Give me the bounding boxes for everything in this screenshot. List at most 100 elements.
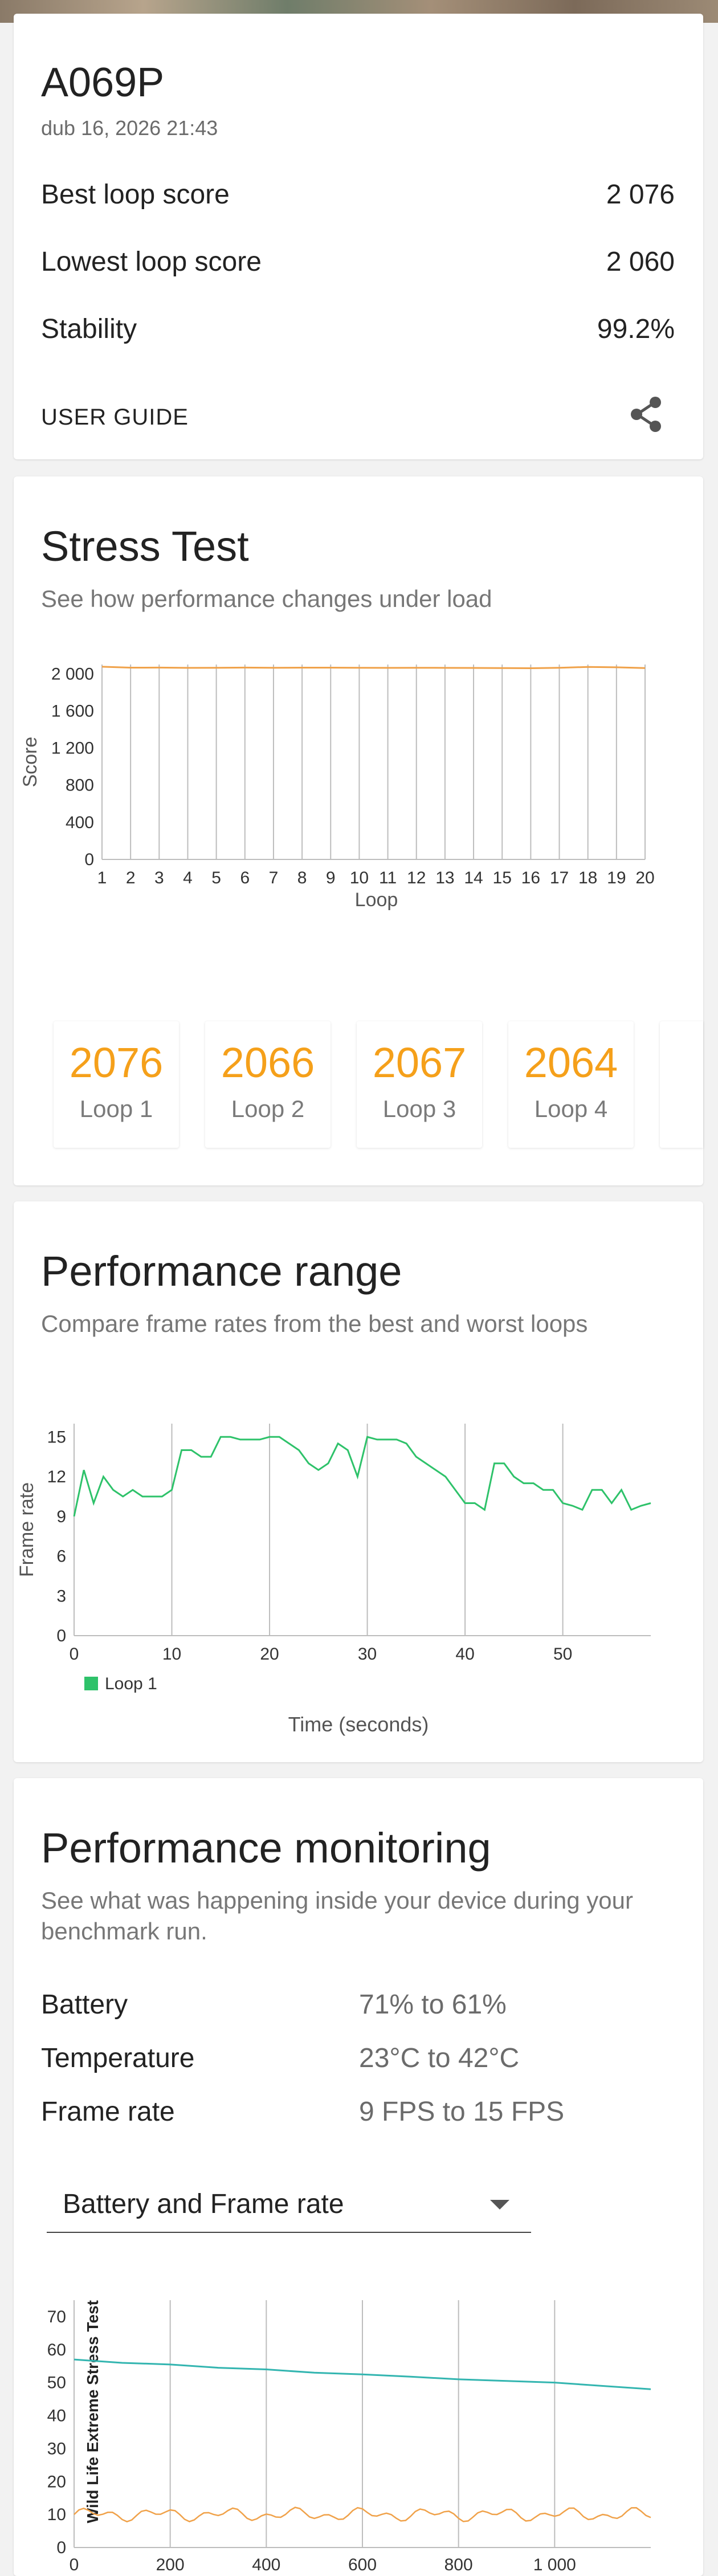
x-axis-label: Time (seconds) xyxy=(288,1713,429,1736)
x-tick-label: 1 xyxy=(97,869,107,887)
score-series-line xyxy=(101,666,646,670)
best-loop-value: 2 076 xyxy=(606,180,675,210)
loop-score-value: 2066 xyxy=(221,1039,315,1086)
temperature-label: Temperature xyxy=(41,2043,195,2073)
y-tick-label: 400 xyxy=(66,813,94,832)
y-tick-label: 60 xyxy=(47,2341,66,2359)
x-tick-label: 50 xyxy=(553,1645,572,1664)
legend-swatch xyxy=(84,1677,98,1690)
x-tick-label: 12 xyxy=(407,869,426,887)
temperature-value: 23°C to 42°C xyxy=(359,2043,520,2073)
y-tick-label: 50 xyxy=(47,2374,66,2392)
x-tick-label: 4 xyxy=(183,869,193,887)
user-guide-link[interactable]: USER GUIDE xyxy=(41,405,189,430)
x-tick-label: 18 xyxy=(578,869,597,887)
result-date: dub 16, 2026 21:43 xyxy=(41,116,218,140)
y-tick-label: 40 xyxy=(47,2407,66,2426)
loop-1-series-line xyxy=(73,1436,651,1517)
performance-range-title: Performance range xyxy=(41,1248,402,1295)
stress-test-title: Stress Test xyxy=(41,523,249,570)
loop-score-value: 2064 xyxy=(524,1039,618,1086)
performance-monitoring-title: Performance monitoring xyxy=(41,1824,491,1872)
lowest-loop-value: 2 060 xyxy=(606,247,675,277)
battery-series-line xyxy=(74,2358,651,2390)
x-tick-label: 16 xyxy=(521,869,540,887)
y-tick-label: 15 xyxy=(47,1428,66,1446)
caret-down-icon xyxy=(490,2200,509,2210)
metric-select-value: Battery and Frame rate xyxy=(63,2189,344,2219)
x-tick-label: 40 xyxy=(455,1645,474,1664)
y-axis-label: Frame rate xyxy=(16,1482,38,1577)
x-tick-label: 20 xyxy=(635,869,654,887)
loop-score-value: 2067 xyxy=(372,1039,467,1086)
y-tick-label: 3 xyxy=(56,1587,66,1605)
loop-score-label: Loop 1 xyxy=(79,1095,153,1122)
battery-value: 71% to 61% xyxy=(359,1990,507,2020)
x-tick-label: 0 xyxy=(70,1645,79,1664)
y-tick-label: 30 xyxy=(47,2439,66,2458)
x-tick-label: 2 xyxy=(126,869,136,887)
y-tick-label: 20 xyxy=(47,2472,66,2491)
legend-label: Loop 1 xyxy=(105,1674,157,1693)
loop-score-card[interactable]: 2064 Loop 4 xyxy=(508,1021,634,1148)
x-tick-label: 800 xyxy=(444,2555,473,2574)
frame-rate-value: 9 FPS to 15 FPS xyxy=(359,2097,565,2127)
frame-rate-label: Frame rate xyxy=(41,2097,175,2127)
stability-value: 99.2% xyxy=(597,314,675,344)
x-tick-label: 14 xyxy=(464,869,483,887)
performance-monitoring-card: Performance monitoring See what was happ… xyxy=(14,1778,703,2576)
loop-score-label: Loop 2 xyxy=(231,1095,305,1122)
x-tick-label: 11 xyxy=(379,869,397,887)
stability-label: Stability xyxy=(41,314,137,344)
y-tick-label: 800 xyxy=(66,776,94,795)
x-axis-label: Loop xyxy=(355,889,398,911)
performance-range-card: Performance range Compare frame rates fr… xyxy=(14,1201,703,1762)
y-tick-label: 0 xyxy=(56,1627,66,1645)
y-tick-label: 12 xyxy=(47,1468,66,1486)
y-tick-label: 1 600 xyxy=(51,702,94,720)
share-icon[interactable] xyxy=(627,394,667,434)
device-name: A069P xyxy=(41,60,165,105)
x-tick-label: 1 000 xyxy=(533,2555,576,2574)
x-tick-label: 200 xyxy=(156,2555,185,2574)
x-tick-label: 400 xyxy=(252,2555,280,2574)
lowest-loop-label: Lowest loop score xyxy=(41,247,262,277)
monitoring-chart: 0 200 400 600 800 1 000 0 10 20 30 40 50 60 70 Wild Li… xyxy=(47,2300,651,2574)
y-axis-label: Score xyxy=(19,737,41,788)
x-tick-label: 3 xyxy=(154,869,164,887)
y-tick-label: 10 xyxy=(47,2505,66,2524)
loop-score-card[interactable]: 2067 Loop 3 xyxy=(357,1021,482,1148)
y-tick-label: 9 xyxy=(56,1507,66,1526)
x-tick-label: 0 xyxy=(70,2555,79,2574)
stress-test-chart: 1 2 3 4 5 6 7 8 9 10 11 12 13 14 15 16 17 18 19 2004008001 … xyxy=(19,665,655,911)
x-tick-label: 9 xyxy=(326,869,336,887)
loop-score-value: 2076 xyxy=(69,1039,164,1086)
loop-score-card-partial[interactable] xyxy=(660,1021,703,1148)
y-tick-label: 70 xyxy=(47,2308,66,2326)
y-tick-label: 2 000 xyxy=(51,665,94,683)
stress-test-subtitle: See how performance changes under load xyxy=(41,585,492,612)
x-tick-label: 6 xyxy=(240,869,250,887)
stress-test-card: Stress Test See how performance changes … xyxy=(14,476,703,1185)
x-tick-label: 10 xyxy=(350,869,369,887)
x-tick-label: 5 xyxy=(211,869,221,887)
x-tick-label: 19 xyxy=(607,869,626,887)
performance-range-subtitle: Compare frame rates from the best and wo… xyxy=(41,1310,588,1337)
loop-score-card[interactable]: 2076 Loop 1 xyxy=(54,1021,179,1148)
frame-rate-chart: 0 10 20 30 40 50 0 3 6 9 12 15 Frame rate Loop 1 Time … xyxy=(16,1424,651,1736)
x-tick-label: 13 xyxy=(435,869,454,887)
y-axis-label: Wild Life Extreme Stress Test xyxy=(84,2300,101,2523)
y-tick-label: 0 xyxy=(84,850,94,869)
y-tick-label: 0 xyxy=(56,2538,66,2557)
performance-monitoring-subtitle: See what was happening inside your devic… xyxy=(41,1887,633,1945)
y-tick-label: 1 200 xyxy=(51,739,94,758)
y-tick-label: 6 xyxy=(56,1547,66,1566)
loop-score-label: Loop 4 xyxy=(534,1095,608,1122)
metric-select[interactable]: Battery and Frame rate xyxy=(47,2177,531,2233)
best-loop-label: Best loop score xyxy=(41,180,230,210)
loop-score-card[interactable]: 2066 Loop 2 xyxy=(205,1021,331,1148)
x-tick-label: 7 xyxy=(269,869,279,887)
battery-label: Battery xyxy=(41,1990,128,2020)
frame-rate-series-line xyxy=(74,2506,651,2523)
x-tick-label: 15 xyxy=(493,869,512,887)
